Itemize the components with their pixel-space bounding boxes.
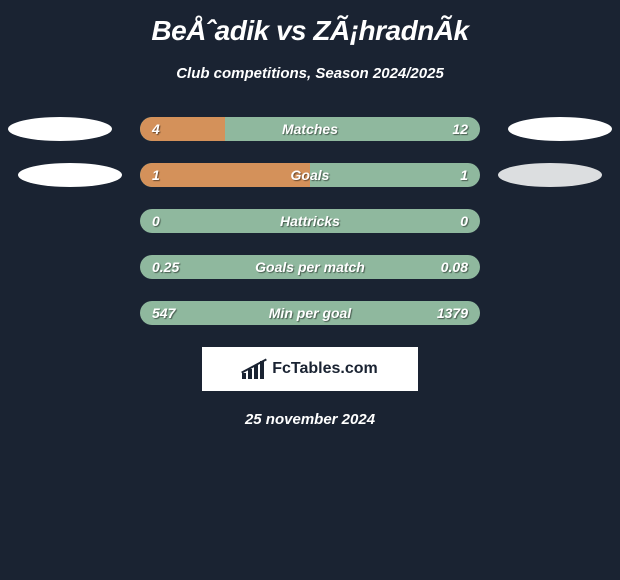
page-subtitle: Club competitions, Season 2024/2025	[176, 65, 444, 82]
logo-box[interactable]: FcTables.com	[202, 347, 418, 391]
stat-row: 4 Matches 12	[0, 117, 620, 141]
page-title: BeÅˆadik vs ZÃ¡hradnÃ­k	[151, 15, 468, 47]
date-text: 25 november 2024	[245, 411, 375, 428]
stat-bar-fill	[140, 163, 310, 187]
stat-value-right: 1379	[437, 305, 468, 321]
stat-label: Goals	[291, 167, 330, 183]
stat-row: 1 Goals 1	[0, 163, 620, 187]
ellipse-left-icon	[18, 163, 122, 187]
stat-bar: 1 Goals 1	[140, 163, 480, 187]
stat-row: 547 Min per goal 1379	[0, 301, 620, 325]
stat-row: 0 Hattricks 0	[0, 209, 620, 233]
ellipse-right-icon	[498, 163, 602, 187]
ellipse-left-icon	[8, 117, 112, 141]
stat-bar: 4 Matches 12	[140, 117, 480, 141]
stat-label: Matches	[282, 121, 338, 137]
stat-value-right: 12	[452, 121, 468, 137]
logo-chart-icon	[242, 359, 264, 379]
stat-value-left: 547	[152, 305, 175, 321]
stat-label: Min per goal	[269, 305, 351, 321]
stat-value-left: 0.25	[152, 259, 179, 275]
stat-value-left: 0	[152, 213, 160, 229]
ellipse-right-icon	[508, 117, 612, 141]
stat-value-left: 4	[152, 121, 160, 137]
stat-value-right: 0	[460, 213, 468, 229]
stat-value-right: 0.08	[441, 259, 468, 275]
stat-bar: 0.25 Goals per match 0.08	[140, 255, 480, 279]
stat-value-left: 1	[152, 167, 160, 183]
main-container: BeÅˆadik vs ZÃ¡hradnÃ­k Club competition…	[0, 0, 620, 438]
stat-label: Goals per match	[255, 259, 365, 275]
stat-label: Hattricks	[280, 213, 340, 229]
stat-row: 0.25 Goals per match 0.08	[0, 255, 620, 279]
logo-text: FcTables.com	[272, 360, 378, 378]
stats-area: 4 Matches 12 1 Goals 1 0 Hattricks 0 0.25 Goals pe…	[0, 117, 620, 325]
stat-value-right: 1	[460, 167, 468, 183]
stat-bar: 547 Min per goal 1379	[140, 301, 480, 325]
stat-bar: 0 Hattricks 0	[140, 209, 480, 233]
